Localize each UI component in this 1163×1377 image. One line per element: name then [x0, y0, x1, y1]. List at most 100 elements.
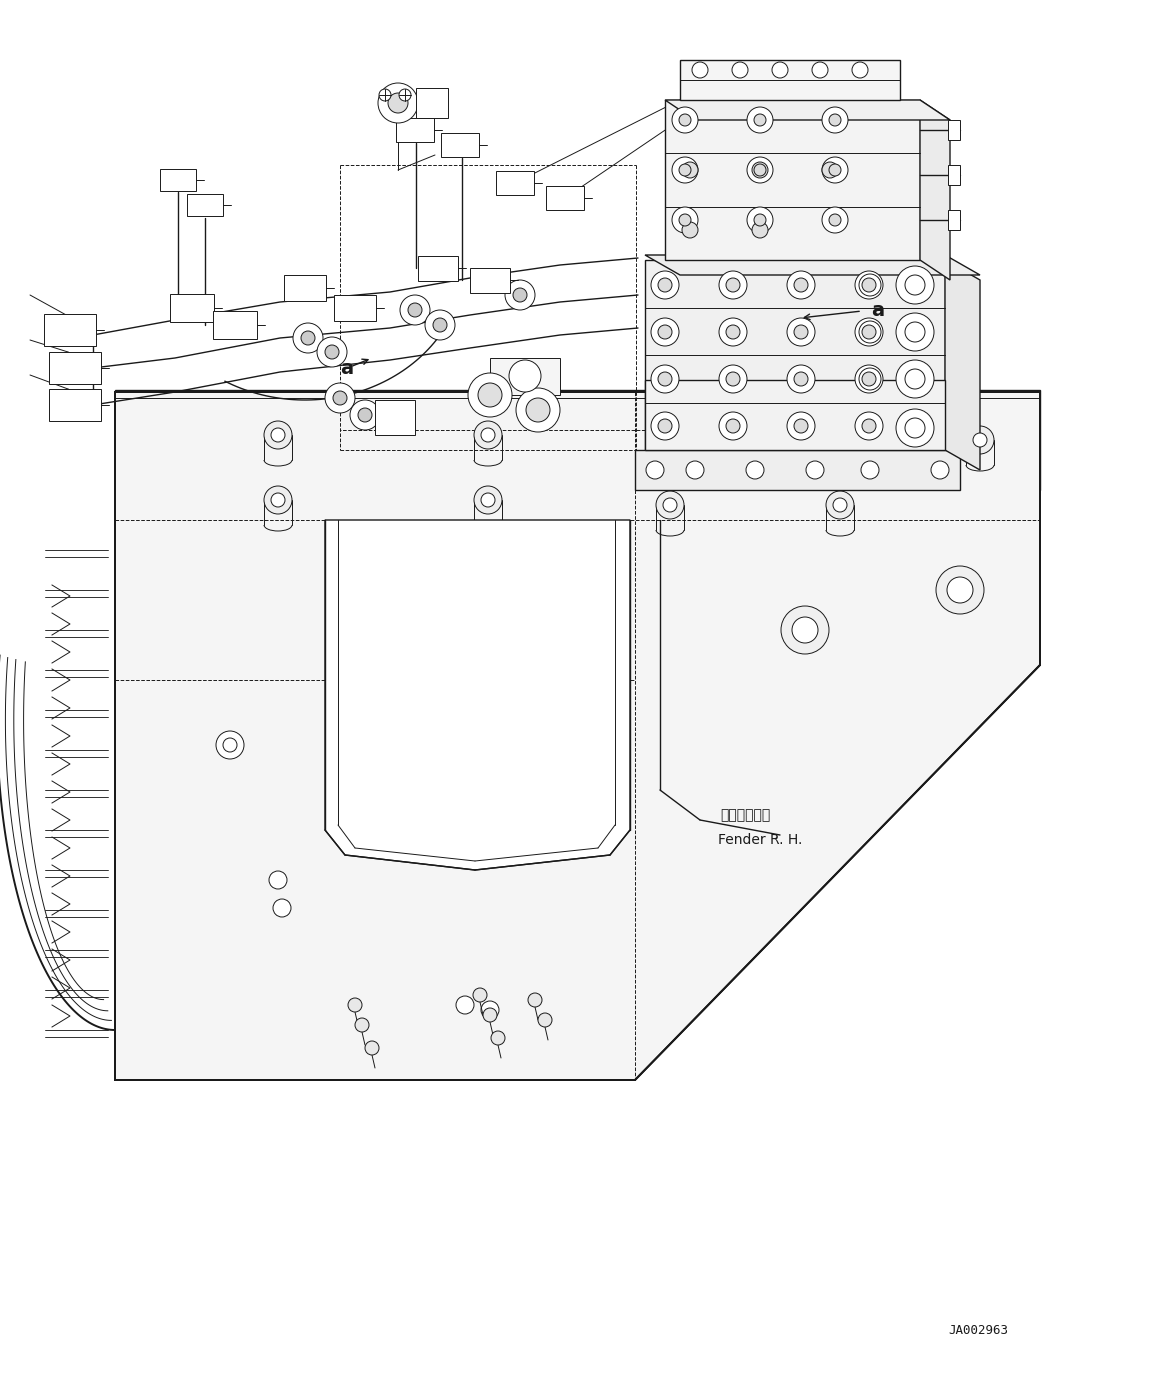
Circle shape: [264, 421, 292, 449]
Circle shape: [663, 419, 677, 432]
Circle shape: [772, 62, 789, 78]
Polygon shape: [115, 392, 1040, 1080]
Circle shape: [271, 493, 285, 507]
Circle shape: [806, 461, 825, 479]
Circle shape: [682, 222, 698, 238]
Circle shape: [787, 365, 815, 392]
Circle shape: [932, 461, 949, 479]
Polygon shape: [441, 134, 479, 157]
Circle shape: [829, 164, 841, 176]
Circle shape: [862, 325, 876, 339]
Polygon shape: [160, 169, 197, 191]
Polygon shape: [948, 165, 959, 185]
Circle shape: [651, 318, 679, 346]
Circle shape: [475, 421, 502, 449]
Circle shape: [829, 114, 841, 127]
Circle shape: [822, 207, 848, 233]
Circle shape: [528, 993, 542, 1007]
Circle shape: [264, 486, 292, 514]
Circle shape: [862, 372, 876, 386]
Circle shape: [365, 1041, 379, 1055]
Polygon shape: [645, 255, 980, 275]
Circle shape: [424, 310, 455, 340]
Circle shape: [538, 1013, 552, 1027]
Circle shape: [682, 162, 698, 178]
Circle shape: [896, 359, 934, 398]
Circle shape: [473, 989, 487, 1002]
Circle shape: [787, 271, 815, 299]
Circle shape: [656, 492, 684, 519]
Circle shape: [829, 213, 841, 226]
Text: JA002963: JA002963: [948, 1323, 1008, 1337]
Polygon shape: [187, 194, 223, 216]
Polygon shape: [49, 353, 101, 384]
Circle shape: [491, 1031, 505, 1045]
Polygon shape: [920, 101, 950, 280]
Circle shape: [679, 164, 691, 176]
Circle shape: [333, 391, 347, 405]
Circle shape: [478, 383, 502, 408]
Polygon shape: [490, 358, 561, 395]
Circle shape: [645, 461, 664, 479]
Polygon shape: [946, 260, 980, 470]
Circle shape: [732, 62, 748, 78]
Circle shape: [273, 899, 291, 917]
Circle shape: [223, 738, 237, 752]
Circle shape: [855, 412, 883, 441]
Circle shape: [726, 419, 740, 432]
Circle shape: [216, 731, 244, 759]
Circle shape: [692, 62, 708, 78]
Polygon shape: [635, 450, 959, 490]
Circle shape: [826, 492, 854, 519]
Circle shape: [526, 398, 550, 421]
Circle shape: [782, 606, 829, 654]
Circle shape: [859, 368, 882, 390]
Text: a: a: [871, 300, 885, 319]
Circle shape: [947, 577, 973, 603]
Circle shape: [271, 428, 285, 442]
Circle shape: [324, 346, 338, 359]
Circle shape: [475, 486, 502, 514]
Circle shape: [679, 213, 691, 226]
Circle shape: [355, 1018, 369, 1031]
Polygon shape: [324, 521, 630, 870]
Circle shape: [658, 372, 672, 386]
Circle shape: [658, 325, 672, 339]
Circle shape: [293, 324, 323, 353]
Circle shape: [658, 278, 672, 292]
Circle shape: [826, 416, 854, 443]
Circle shape: [456, 996, 475, 1013]
Circle shape: [794, 372, 808, 386]
Circle shape: [672, 207, 698, 233]
Circle shape: [822, 162, 839, 178]
Circle shape: [481, 1001, 499, 1019]
Circle shape: [859, 274, 882, 296]
Circle shape: [358, 408, 372, 421]
Circle shape: [752, 162, 768, 178]
Circle shape: [481, 493, 495, 507]
Circle shape: [433, 318, 447, 332]
Text: a: a: [341, 358, 354, 377]
Circle shape: [855, 271, 883, 299]
Circle shape: [747, 107, 773, 134]
Circle shape: [379, 90, 391, 101]
Circle shape: [317, 337, 347, 368]
Circle shape: [324, 383, 355, 413]
Polygon shape: [115, 390, 1040, 490]
Circle shape: [973, 432, 987, 448]
Circle shape: [719, 365, 747, 392]
Circle shape: [651, 271, 679, 299]
Circle shape: [812, 62, 828, 78]
Circle shape: [905, 369, 925, 388]
Circle shape: [269, 872, 287, 890]
Circle shape: [719, 318, 747, 346]
Polygon shape: [418, 256, 458, 281]
Circle shape: [859, 321, 882, 343]
Circle shape: [719, 412, 747, 441]
Circle shape: [663, 498, 677, 512]
Polygon shape: [170, 295, 214, 322]
Circle shape: [905, 419, 925, 438]
Circle shape: [794, 419, 808, 432]
Polygon shape: [44, 314, 97, 346]
Circle shape: [822, 107, 848, 134]
